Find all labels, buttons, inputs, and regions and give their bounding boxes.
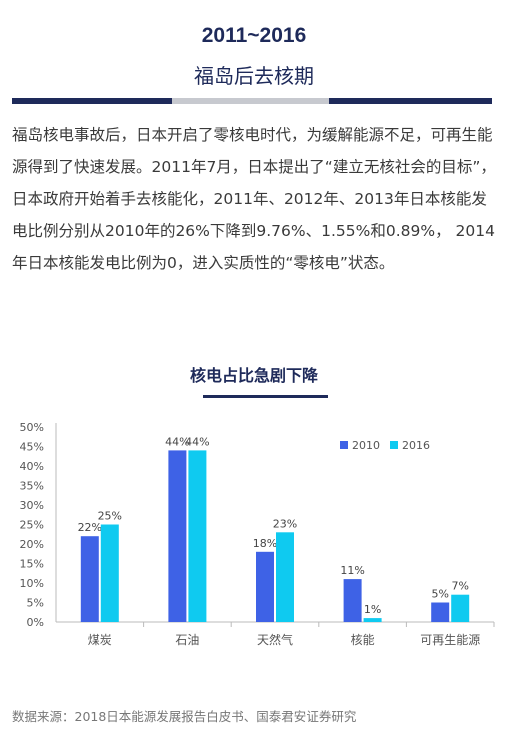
- y-tick-label: 25%: [20, 519, 44, 532]
- source-note: 数据来源：2018日本能源发展报告白皮书、国泰君安证券研究: [12, 709, 357, 724]
- data-label: 44%: [165, 435, 189, 448]
- bar-2010-可再生能源: [431, 602, 450, 622]
- bar-2010-石油: [168, 450, 187, 622]
- data-label: 22%: [78, 521, 102, 534]
- chart-title-underline: [203, 395, 328, 398]
- y-tick-label: 10%: [20, 577, 44, 590]
- legend-label-2016: 2016: [402, 439, 430, 452]
- y-tick-label: 0%: [27, 616, 44, 629]
- chart-title: 核电占比急剧下降: [189, 366, 318, 385]
- data-label: 5%: [431, 588, 448, 601]
- x-category-label: 煤炭: [88, 633, 112, 647]
- bar-2016-石油: [188, 450, 207, 622]
- bar-2016-核能: [363, 618, 382, 622]
- body-paragraph: 福岛核电事故后，日本开启了零核电时代，为缓解能源不足，可再生能源得到了快速发展。…: [12, 126, 496, 272]
- legend-label-2010: 2010: [352, 439, 380, 452]
- y-tick-label: 40%: [20, 460, 44, 473]
- header-subtitle: 福岛后去核期: [194, 64, 314, 88]
- bar-2016-天然气: [276, 532, 294, 622]
- y-tick-label: 50%: [20, 421, 44, 434]
- bar-2010-天然气: [256, 551, 274, 622]
- bar-2016-可再生能源: [451, 594, 470, 622]
- data-label: 18%: [253, 537, 277, 550]
- data-label: 11%: [340, 564, 364, 577]
- y-tick-label: 30%: [20, 499, 44, 512]
- x-category-label: 天然气: [257, 632, 293, 647]
- data-label: 23%: [273, 517, 297, 530]
- y-tick-label: 20%: [20, 538, 44, 551]
- bar-2010-核能: [343, 579, 362, 622]
- bar-chart: 0%5%10%15%20%25%30%35%40%45%50%22%25%煤炭4…: [20, 421, 495, 647]
- data-label: 1%: [364, 603, 381, 616]
- legend-swatch-2010: [340, 441, 348, 449]
- bar-2010-煤炭: [80, 536, 99, 622]
- y-tick-label: 5%: [27, 597, 44, 610]
- legend-swatch-2016: [390, 441, 398, 449]
- y-tick-label: 45%: [20, 441, 44, 454]
- data-label: 44%: [185, 435, 209, 448]
- data-label: 7%: [451, 580, 468, 593]
- x-category-label: 核能: [351, 633, 375, 647]
- x-category-label: 可再生能源: [420, 633, 480, 647]
- header-divider-highlight: [172, 98, 329, 104]
- data-label: 25%: [98, 510, 122, 523]
- y-tick-label: 35%: [20, 480, 44, 493]
- header-years: 2011~2016: [201, 24, 307, 47]
- x-category-label: 石油: [175, 633, 199, 647]
- y-tick-label: 15%: [20, 558, 44, 571]
- bar-2016-煤炭: [100, 524, 119, 622]
